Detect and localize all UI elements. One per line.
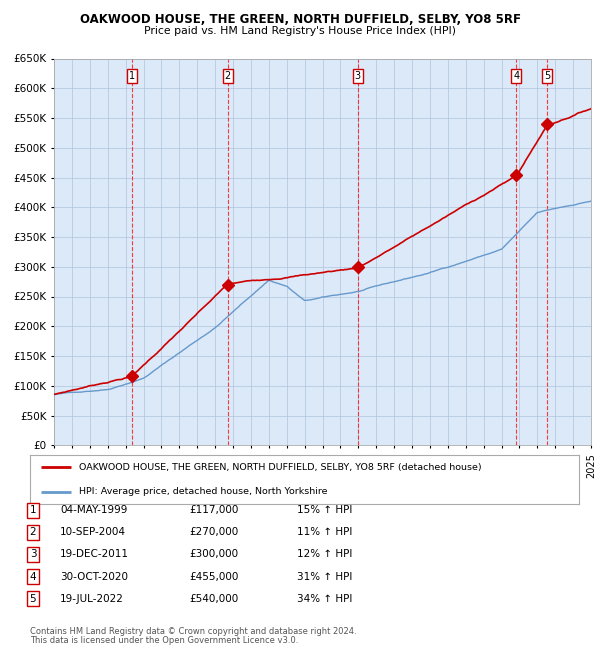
Text: OAKWOOD HOUSE, THE GREEN, NORTH DUFFIELD, SELBY, YO8 5RF (detached house): OAKWOOD HOUSE, THE GREEN, NORTH DUFFIELD… <box>79 463 482 472</box>
Text: 15% ↑ HPI: 15% ↑ HPI <box>297 505 352 515</box>
Text: 1: 1 <box>129 71 135 81</box>
Text: This data is licensed under the Open Government Licence v3.0.: This data is licensed under the Open Gov… <box>30 636 298 645</box>
Text: £540,000: £540,000 <box>189 593 238 604</box>
Text: 1: 1 <box>29 505 37 515</box>
Text: 19-JUL-2022: 19-JUL-2022 <box>60 593 124 604</box>
Text: HPI: Average price, detached house, North Yorkshire: HPI: Average price, detached house, Nort… <box>79 487 328 496</box>
Text: 3: 3 <box>29 549 37 560</box>
Text: 04-MAY-1999: 04-MAY-1999 <box>60 505 127 515</box>
Text: Price paid vs. HM Land Registry's House Price Index (HPI): Price paid vs. HM Land Registry's House … <box>144 26 456 36</box>
Text: 4: 4 <box>513 71 520 81</box>
Text: 10-SEP-2004: 10-SEP-2004 <box>60 527 126 538</box>
Text: 12% ↑ HPI: 12% ↑ HPI <box>297 549 352 560</box>
Text: £270,000: £270,000 <box>189 527 238 538</box>
Text: £455,000: £455,000 <box>189 571 238 582</box>
Text: 2: 2 <box>224 71 231 81</box>
Text: 30-OCT-2020: 30-OCT-2020 <box>60 571 128 582</box>
Text: 34% ↑ HPI: 34% ↑ HPI <box>297 593 352 604</box>
Text: Contains HM Land Registry data © Crown copyright and database right 2024.: Contains HM Land Registry data © Crown c… <box>30 627 356 636</box>
Text: OAKWOOD HOUSE, THE GREEN, NORTH DUFFIELD, SELBY, YO8 5RF: OAKWOOD HOUSE, THE GREEN, NORTH DUFFIELD… <box>79 13 521 26</box>
Text: 19-DEC-2011: 19-DEC-2011 <box>60 549 129 560</box>
Text: £300,000: £300,000 <box>189 549 238 560</box>
Text: 5: 5 <box>544 71 550 81</box>
Text: 11% ↑ HPI: 11% ↑ HPI <box>297 527 352 538</box>
Text: 4: 4 <box>29 571 37 582</box>
Text: 5: 5 <box>29 593 37 604</box>
Text: £117,000: £117,000 <box>189 505 238 515</box>
Text: 2: 2 <box>29 527 37 538</box>
Text: 3: 3 <box>355 71 361 81</box>
Text: 31% ↑ HPI: 31% ↑ HPI <box>297 571 352 582</box>
